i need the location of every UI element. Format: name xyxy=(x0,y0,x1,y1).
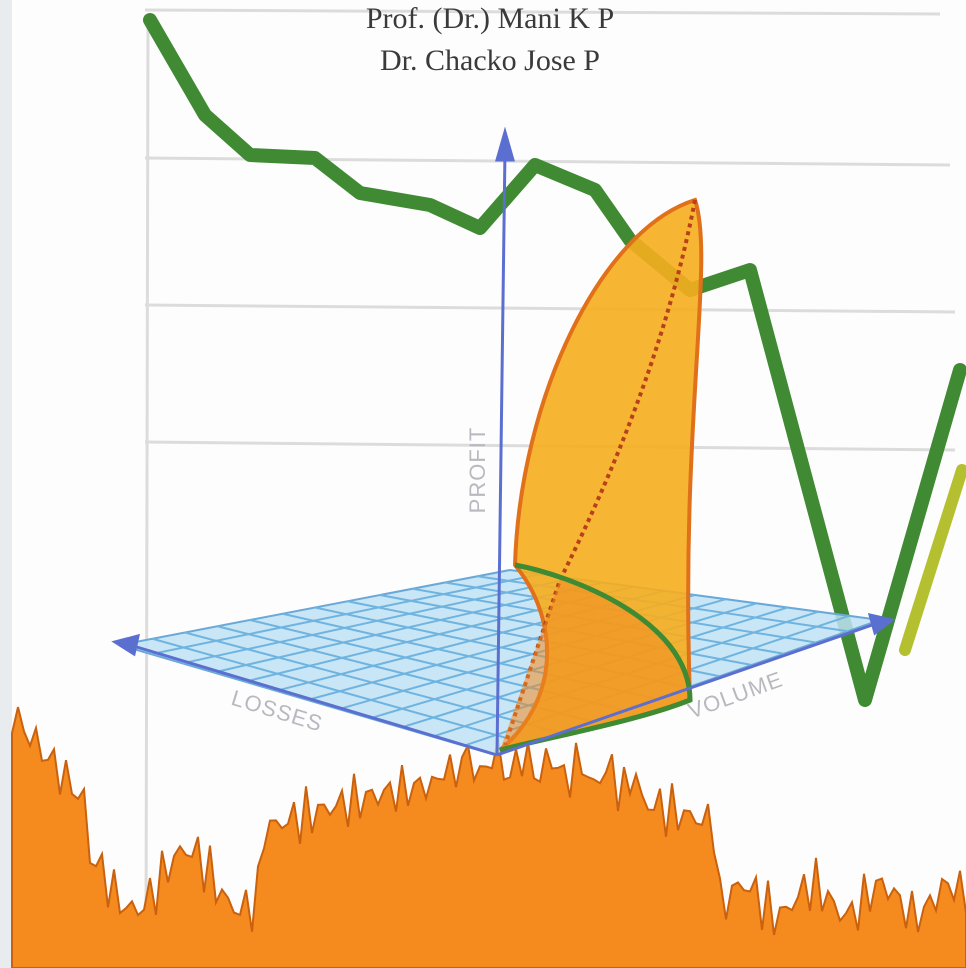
axes xyxy=(111,126,896,757)
orange-area xyxy=(11,706,966,968)
arrow-head xyxy=(111,633,140,657)
author-name: Dr. Chacko Jose P xyxy=(380,44,600,77)
vertical-axis xyxy=(495,149,507,756)
right-axis xyxy=(496,622,876,757)
left-edge xyxy=(0,0,12,968)
yellow-line xyxy=(899,464,966,656)
surface-outline xyxy=(499,562,693,753)
author-name: Prof. (Dr.) Mani K P xyxy=(366,2,614,35)
grid-line xyxy=(144,303,956,314)
grid-line xyxy=(144,19,150,941)
surface-edge xyxy=(503,199,697,746)
grid-line xyxy=(144,8,941,16)
arrow-head xyxy=(867,612,896,636)
profit-label: PROFIT xyxy=(465,427,490,514)
bottom-area xyxy=(11,706,966,968)
green-line xyxy=(143,13,966,707)
left-axis xyxy=(129,643,498,757)
arrow-head xyxy=(495,126,515,162)
